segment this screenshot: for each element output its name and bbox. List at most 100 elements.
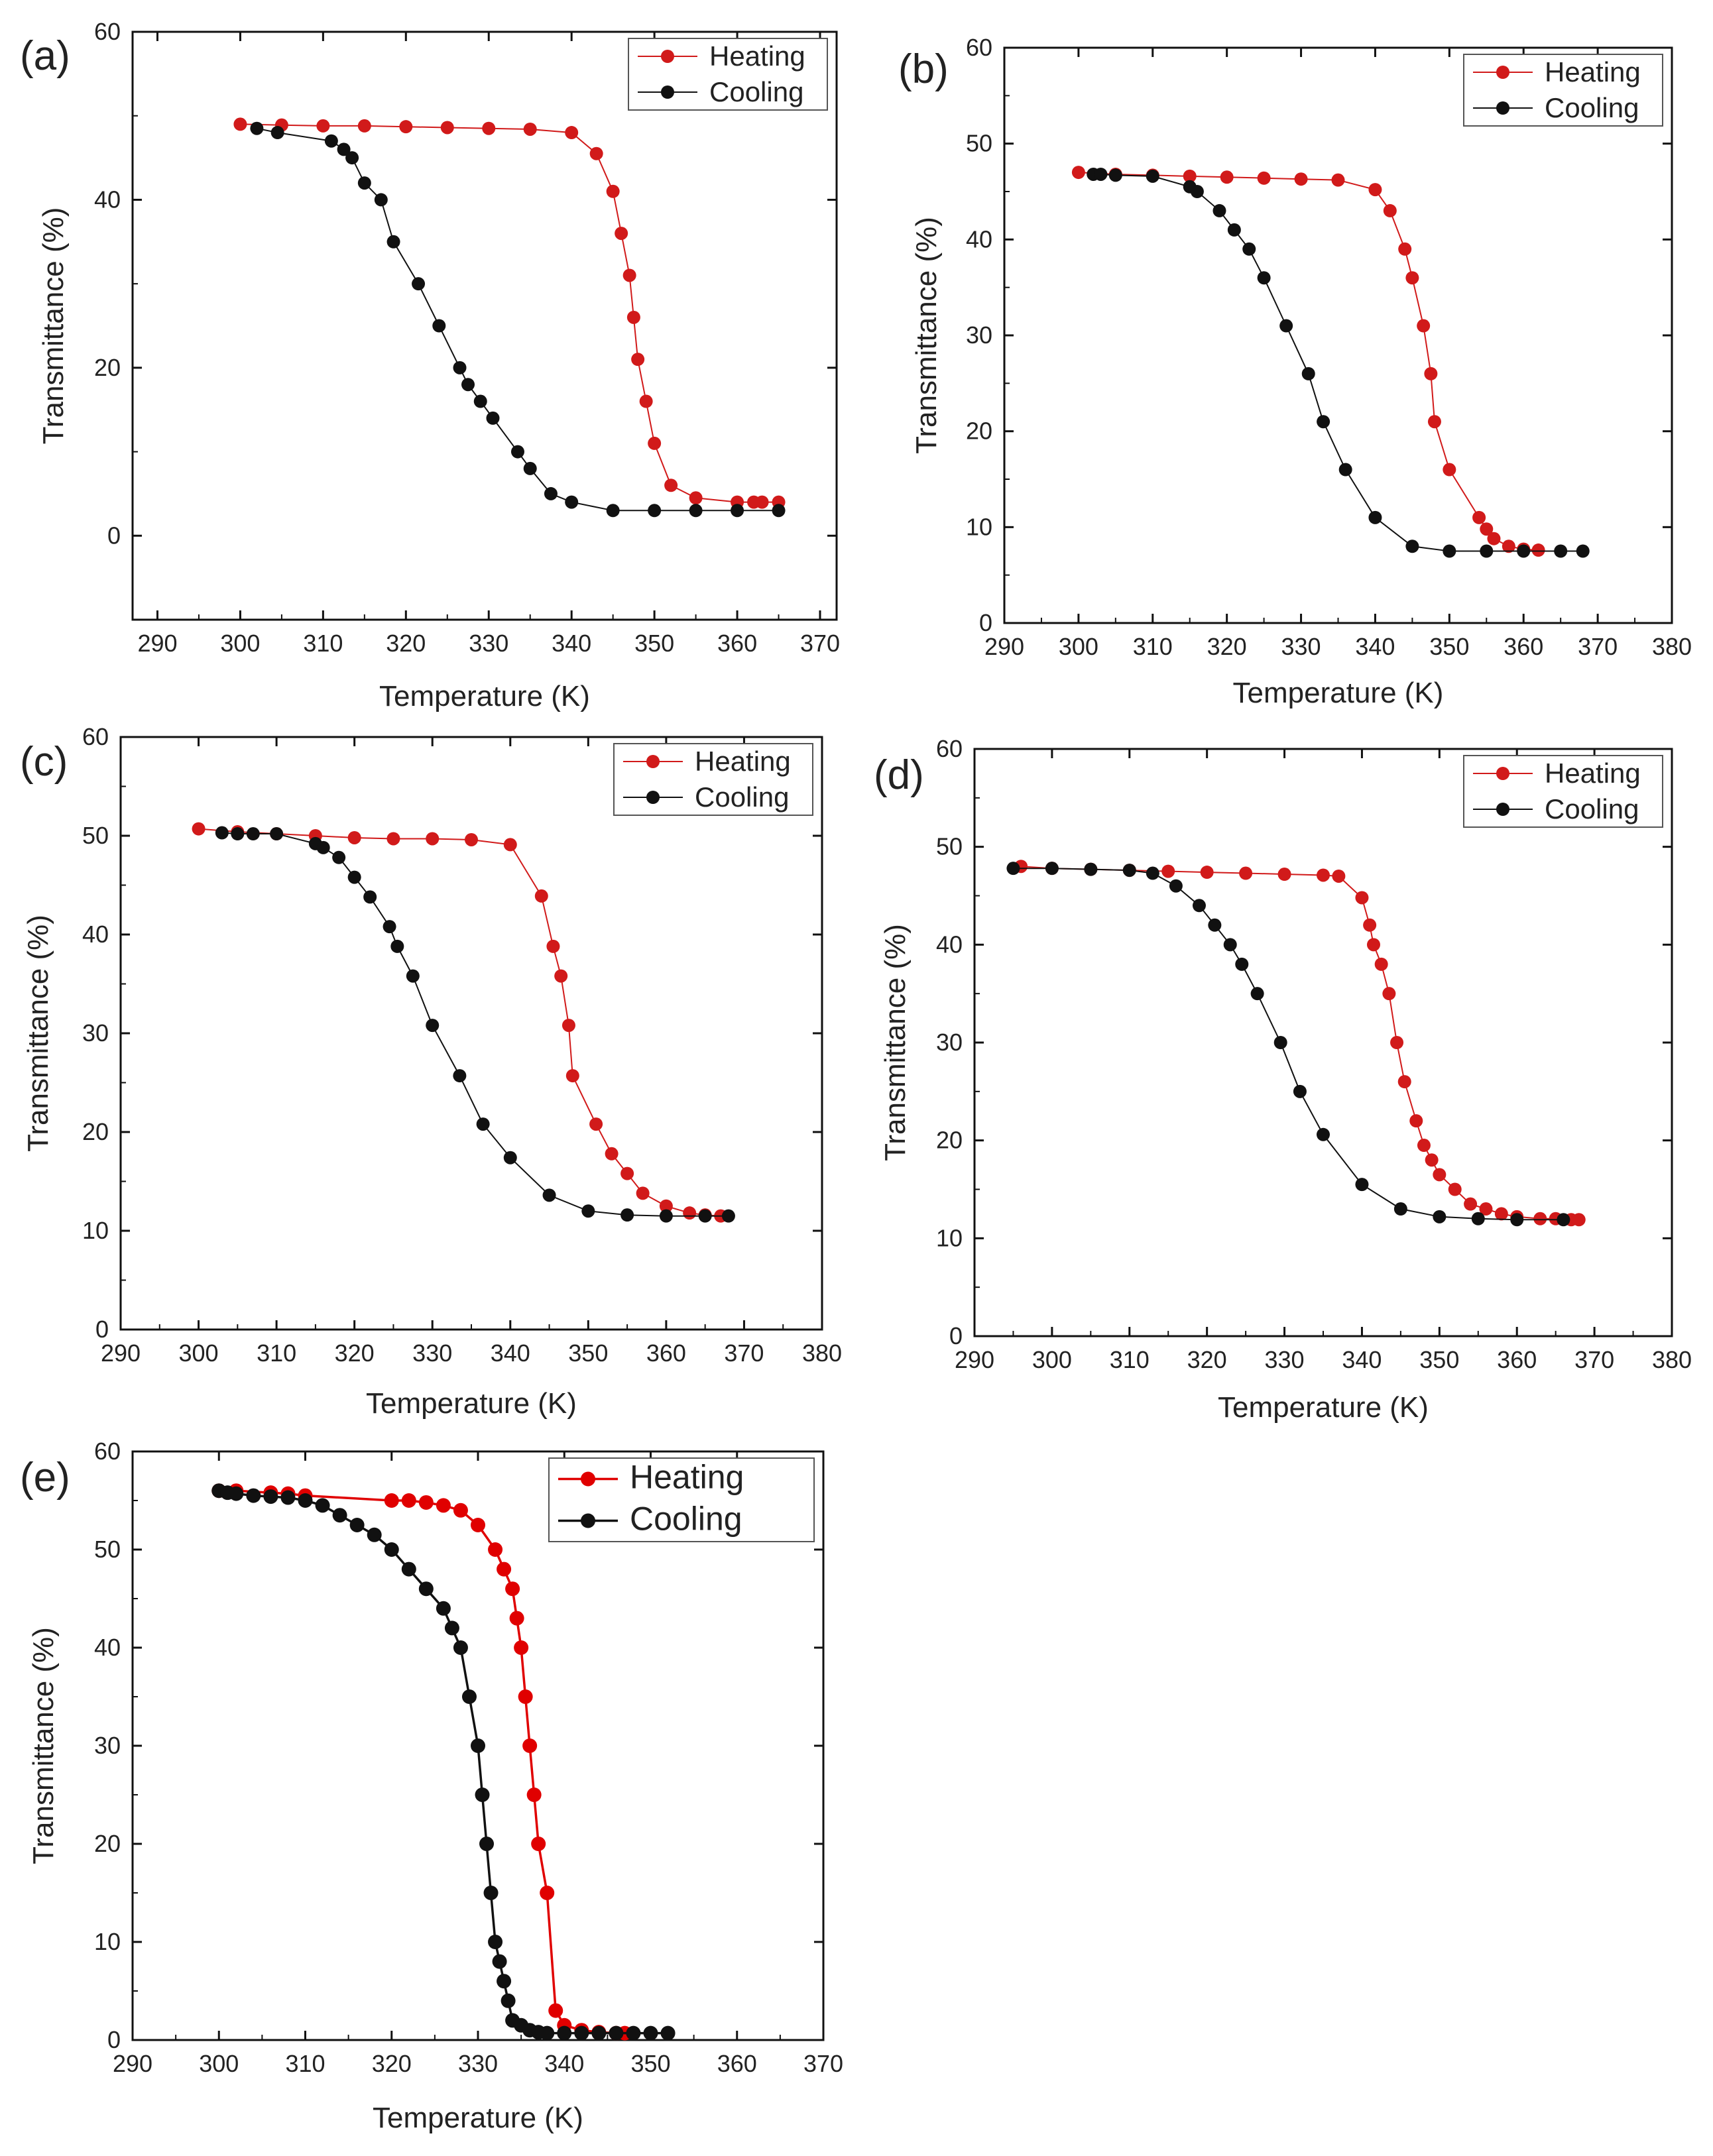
data-point: [503, 838, 517, 852]
data-point: [531, 1837, 546, 1851]
x-tick-label: 300: [1059, 633, 1098, 660]
data-point: [1557, 1213, 1570, 1227]
data-point: [332, 850, 346, 864]
data-point: [453, 1503, 468, 1518]
x-tick-label: 300: [199, 2050, 239, 2077]
y-tick-label: 50: [94, 1536, 121, 1563]
data-point: [383, 920, 396, 934]
data-point: [540, 2025, 555, 2041]
x-tick-label: 350: [568, 1339, 608, 1367]
data-point: [280, 1490, 296, 1505]
x-tick-label: 380: [1652, 633, 1692, 660]
data-point: [1317, 868, 1330, 882]
x-tick-label: 320: [335, 1339, 375, 1367]
data-point: [497, 1561, 512, 1577]
x-tick-label: 320: [1207, 633, 1247, 660]
legend-label: Heating: [1545, 758, 1641, 789]
data-point: [1223, 938, 1237, 952]
legend: Heating Cooling: [628, 38, 828, 111]
data-point: [1424, 367, 1438, 380]
series-cooling: [211, 1483, 676, 2041]
data-point: [605, 1147, 619, 1161]
y-tick-label: 30: [936, 1029, 963, 1056]
legend-box: [613, 743, 813, 816]
data-point: [1355, 891, 1369, 905]
data-point: [1332, 869, 1346, 883]
data-point: [412, 277, 426, 291]
data-point: [1502, 539, 1515, 553]
data-point: [698, 1209, 712, 1223]
data-point: [1227, 223, 1241, 237]
data-point: [386, 832, 400, 846]
legend-label: Cooling: [1545, 92, 1639, 123]
data-point: [565, 495, 579, 509]
data-point: [1464, 1197, 1478, 1211]
data-point: [631, 353, 645, 367]
data-point: [436, 1601, 451, 1616]
legend-box: [1463, 54, 1663, 127]
data-point: [1084, 862, 1098, 876]
y-tick-label: 20: [94, 1830, 121, 1857]
data-point: [465, 832, 478, 846]
x-axis-title: Temperature (K): [366, 1387, 577, 1420]
data-point: [298, 1493, 313, 1508]
x-tick-label: 310: [303, 630, 343, 657]
x-axis-title: Temperature (K): [1233, 677, 1444, 709]
y-tick-label: 40: [82, 921, 109, 948]
y-axis-title: Transmittance (%): [27, 1627, 60, 1864]
data-point: [561, 1019, 575, 1033]
series-line: [1013, 868, 1564, 1221]
data-point: [488, 1935, 503, 1949]
data-point: [1443, 463, 1456, 477]
data-point: [664, 479, 678, 492]
data-point: [1161, 864, 1175, 878]
data-point: [471, 1518, 485, 1532]
legend-label: Cooling: [695, 781, 789, 813]
data-point: [1471, 1212, 1485, 1225]
data-point: [721, 1209, 735, 1223]
data-point: [1366, 938, 1380, 952]
data-point: [615, 227, 628, 241]
panel-label: (a): [20, 33, 70, 79]
data-point: [1257, 271, 1271, 285]
panel-c: (c) 290 300 310 320 330 340 350 360 370 380 0 10 20 30…: [20, 723, 842, 1420]
legend-label: Cooling: [1545, 793, 1639, 824]
data-point: [1235, 957, 1249, 971]
data-point: [609, 2025, 624, 2041]
series-line: [1093, 174, 1583, 552]
y-axis-title: Transmittance (%): [22, 915, 54, 1152]
data-point: [755, 495, 769, 509]
data-point: [606, 504, 620, 518]
y-tick-label: 60: [94, 18, 121, 45]
x-tick-label: 330: [469, 630, 508, 657]
data-point: [1146, 169, 1159, 183]
x-tick-label: 370: [724, 1339, 764, 1367]
data-point: [347, 830, 361, 844]
data-point: [501, 1993, 516, 2008]
series-cooling: [1006, 862, 1570, 1227]
y-tick-label: 30: [966, 321, 992, 349]
data-point: [270, 126, 284, 140]
x-tick-label: 370: [1578, 633, 1618, 660]
x-tick-label: 320: [1187, 1346, 1227, 1373]
y-tick-label: 60: [94, 1438, 121, 1465]
data-point: [401, 1561, 416, 1577]
data-point: [1071, 166, 1085, 180]
y-tick-label: 40: [966, 225, 992, 253]
plot-frame: [1003, 46, 1673, 624]
y-axis-title: Transmittance (%): [910, 217, 943, 454]
data-point: [357, 119, 371, 133]
data-point: [1480, 522, 1494, 536]
data-point: [534, 889, 548, 903]
x-tick-label: 380: [802, 1339, 842, 1367]
data-point: [1363, 918, 1377, 932]
y-tick-label: 30: [82, 1019, 109, 1047]
plot-frame: [131, 30, 838, 621]
data-point: [1317, 1127, 1330, 1141]
y-tick-label: 10: [94, 1928, 121, 1955]
x-tick-label: 310: [1133, 633, 1173, 660]
y-tick-label: 20: [94, 354, 121, 381]
data-point: [1480, 544, 1494, 558]
data-point: [475, 1787, 490, 1802]
data-point: [526, 1787, 542, 1802]
